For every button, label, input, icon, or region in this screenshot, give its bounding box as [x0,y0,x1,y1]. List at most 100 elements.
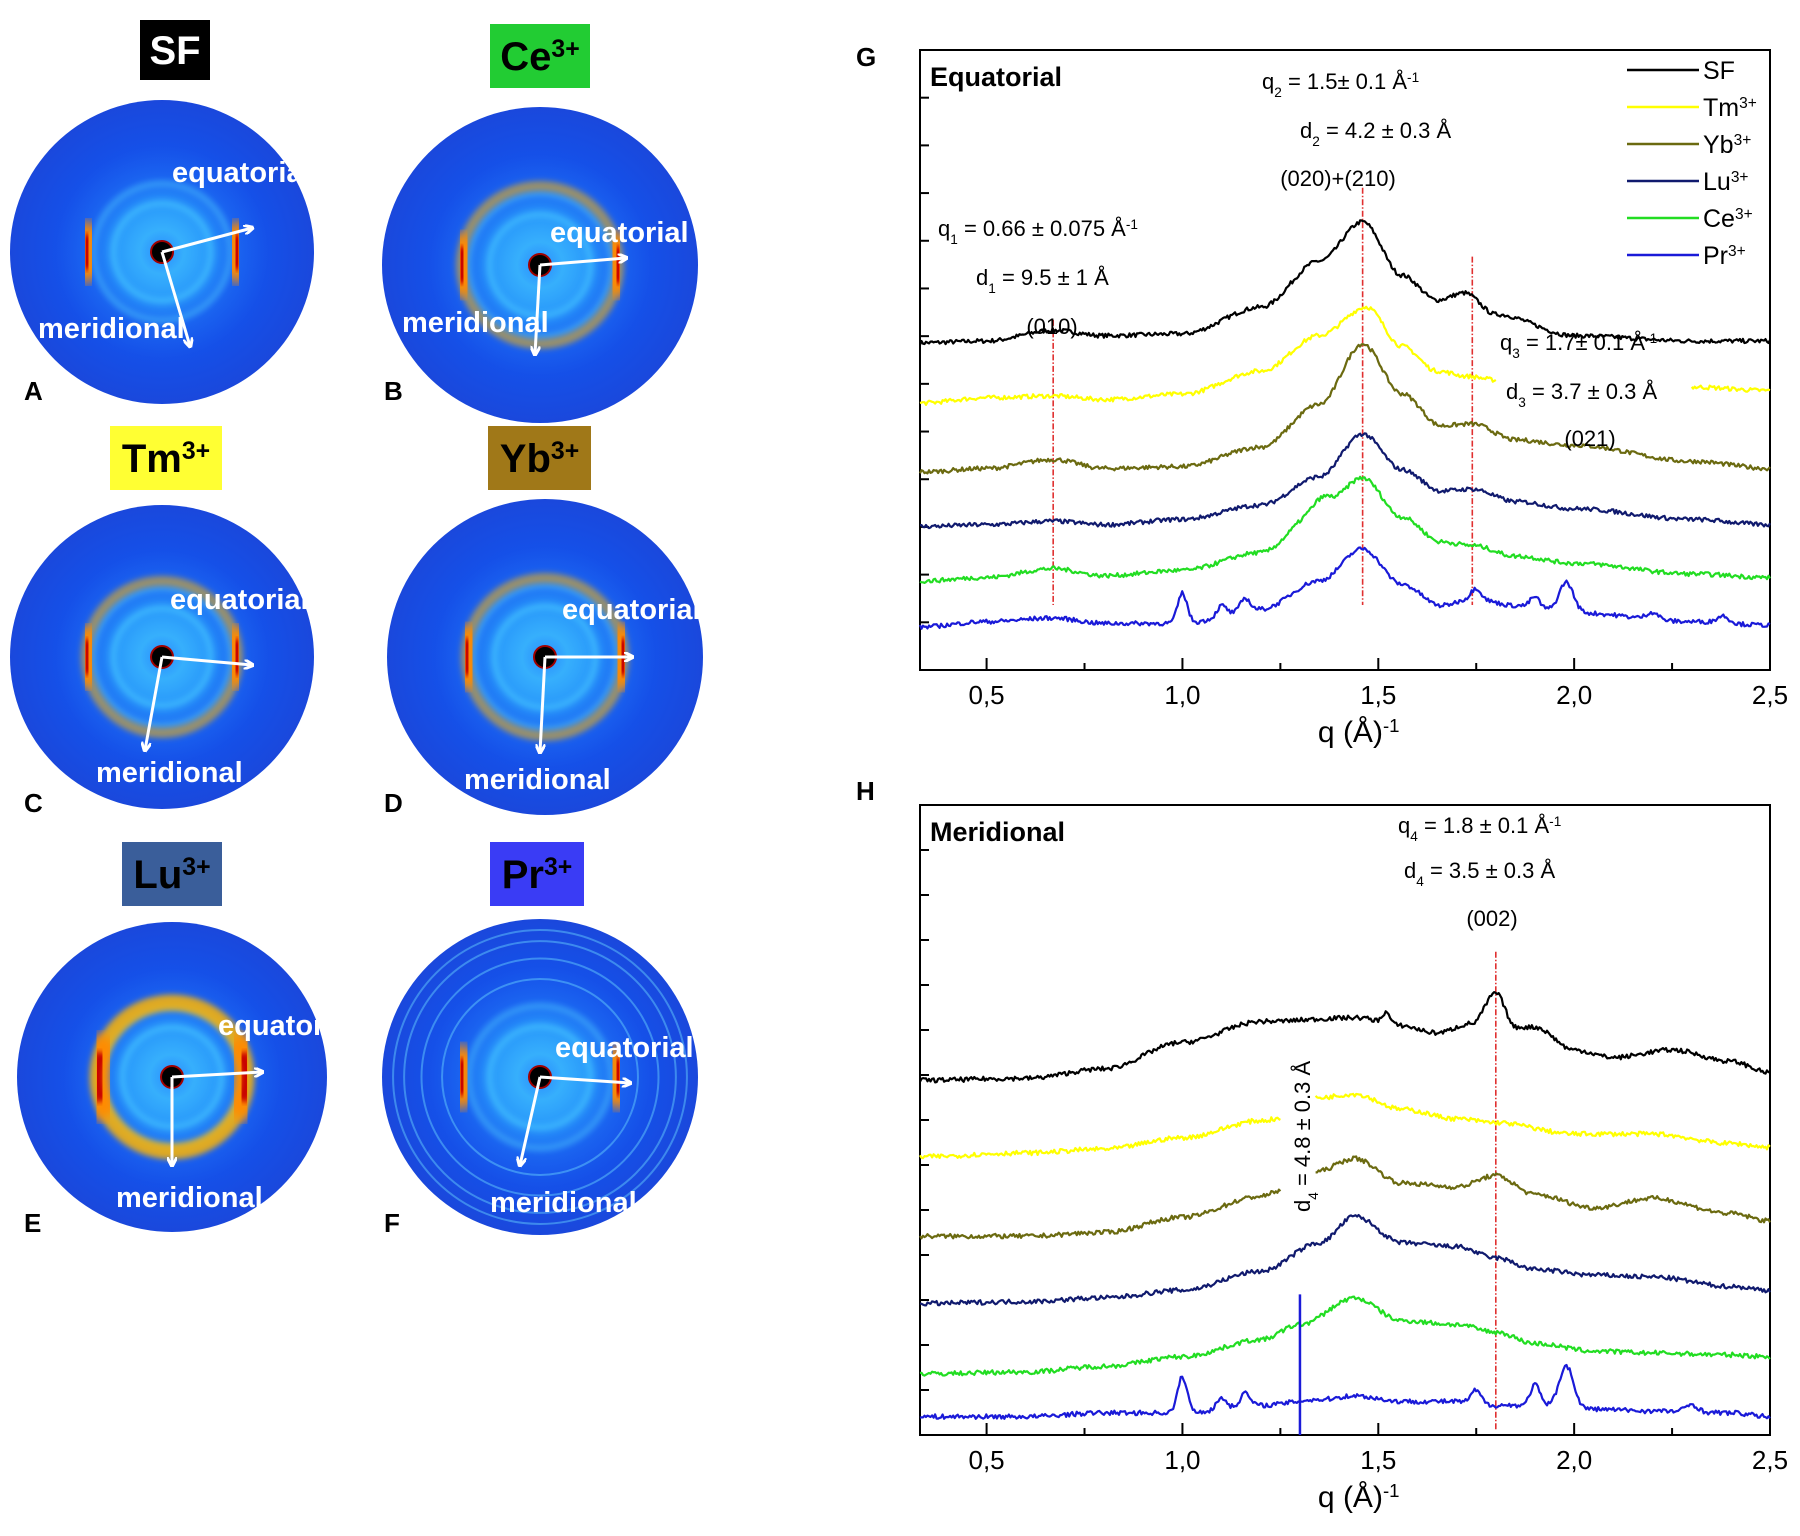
annotation-q-q4: q4 = 1.8 ± 0.1 Å-1 [1398,813,1561,844]
panel-letter: D [384,788,403,818]
series-line-Ce3plus [919,475,1771,584]
ion-symbol: SF [149,29,200,73]
annotation-hkl-q1: (010) [1026,314,1077,339]
scattering-ring [110,200,214,304]
ion-charge: 3+ [182,438,210,465]
ion-symbol: Pr [502,853,544,897]
equatorial-arrow [539,1075,630,1083]
equatorial-arc-right [230,233,244,271]
equatorial-arc-right [611,1057,625,1097]
series-line-Yb3plus [1315,1155,1771,1224]
equatorial-arrow [161,655,252,665]
ion-label-box [140,20,210,80]
plot-title: Meridional [930,817,1065,847]
ion-label: Ce3+ [500,35,579,79]
series-line-Lu3plus [919,432,1771,530]
equatorial-arrow [161,228,252,254]
panel-letter: E [24,1208,41,1238]
equatorial-arc-right [230,638,244,676]
series-line-SF [919,991,1770,1084]
annotation-q-q3: q3 = 1.7± 0.1 Å-1 [1500,330,1657,361]
pattern-A: SF equatorial meridional A [10,20,314,406]
x-tick-label: 0,5 [969,1445,1005,1475]
ion-symbol: Tm [122,437,182,481]
ion-label: Yb3+ [500,437,579,481]
scattering-ring [110,605,214,709]
equatorial-label: equatorial [550,217,689,249]
legend-entry: Lu3+ [1703,168,1749,196]
annotation-d-q2: d2 = 4.2 ± 0.3 Å [1300,118,1451,149]
sharp-ring [403,940,677,1214]
meridional-arrow [160,251,190,346]
series-line-Tm3plus [1314,1092,1771,1151]
annotation-hkl-q3: (021) [1564,426,1615,451]
equatorial-arc-left [80,638,94,676]
legend-entry: Pr3+ [1703,242,1746,270]
legend-entry: Tm3+ [1703,94,1757,122]
ion-label: Pr3+ [502,853,573,897]
panel-letter: H [856,776,875,806]
meridional-label: meridional [464,764,611,796]
equatorial-label: equatorial [562,594,701,626]
ion-symbol: Lu [133,853,182,897]
equatorial-arc-right [236,1050,253,1104]
x-tick-label: 1,0 [1164,680,1200,710]
ion-label-box [490,24,590,88]
scattering-ring [486,211,594,319]
equatorial-label: equatorial [170,584,309,616]
diffraction-patterns: SF equatorial meridional A Ce3+ equatorial mer… [10,20,703,1238]
meridional-label: meridional [96,757,243,789]
series-line-Tm3plus [1690,384,1771,393]
x-axis-title: q (Å)-1 [1318,715,1400,750]
meridional-arrow [540,656,547,752]
x-tick-label: 2,5 [1752,1445,1788,1475]
meridional-label: meridional [402,307,549,339]
pattern-B: Ce3+ equatorial meridional B [382,24,698,423]
ion-label: Tm3+ [122,437,210,481]
equatorial-label: equatorial [172,157,311,189]
meridional-arrow [145,656,164,750]
sharp-ring [420,957,660,1197]
equatorial-arc-left [80,233,94,271]
charts: G Equatorial 0,5 1,0 1,5 2,0 2,5 q (Å)-1 q1 = 0.… [856,42,1788,1514]
legend-entry: SF [1703,57,1735,85]
sharp-ring [392,929,688,1225]
meridional-label: meridional [38,313,185,345]
panel-letter: G [856,42,876,72]
series-line-Ce3plus [919,1295,1771,1377]
scattering-ring [486,1023,594,1131]
panel-letter: C [24,788,43,818]
meridional-label: meridional [116,1182,263,1214]
pattern-E: Lu3+ equatoria meridional E [17,842,349,1238]
meridional-arrow [520,1076,542,1165]
series-line-Yb3plus [919,1188,1282,1240]
x-tick-label: 2,5 [1752,680,1788,710]
x-tick-label: 2,0 [1556,1445,1592,1475]
panel-letter: F [384,1208,400,1238]
panel-letter: A [24,376,43,406]
x-axis-title: q (Å)-1 [1318,1480,1400,1515]
legend-entry: Ce3+ [1703,205,1753,233]
ion-charge: 3+ [182,854,210,881]
series-line-SF [918,219,1771,346]
annotation-q-q1: q1 = 0.66 ± 0.075 Å-1 [938,216,1138,247]
x-tick-label: 1,5 [1360,680,1396,710]
meridional-label: meridional [490,1187,637,1219]
legend: SF Tm3+ Yb3+ Lu3+ Ce3+ Pr3+ [1627,57,1757,270]
panel-letter: B [384,376,403,406]
plot-frame [919,804,1771,1436]
ion-label-box [110,426,222,490]
ion-label: Lu3+ [133,853,210,897]
equatorial-arc-right [611,245,625,285]
equatorial-label: equatoria [218,1010,349,1042]
series-line-Lu3plus [919,1213,1771,1307]
annotation-hkl-q4: (002) [1466,906,1517,931]
pattern-C: Tm3+ equatorial meridional C [10,426,314,818]
sharp-ring [441,978,639,1176]
legend-entry: Yb3+ [1703,131,1751,159]
x-tick-label: 1,0 [1164,1445,1200,1475]
annotation-q-q2: q2 = 1.5± 0.1 Å-1 [1262,69,1419,100]
meridional-arrow [535,264,542,354]
ion-label: SF [149,29,200,73]
annotation-hkl-q2: (020)+(210) [1280,166,1396,191]
